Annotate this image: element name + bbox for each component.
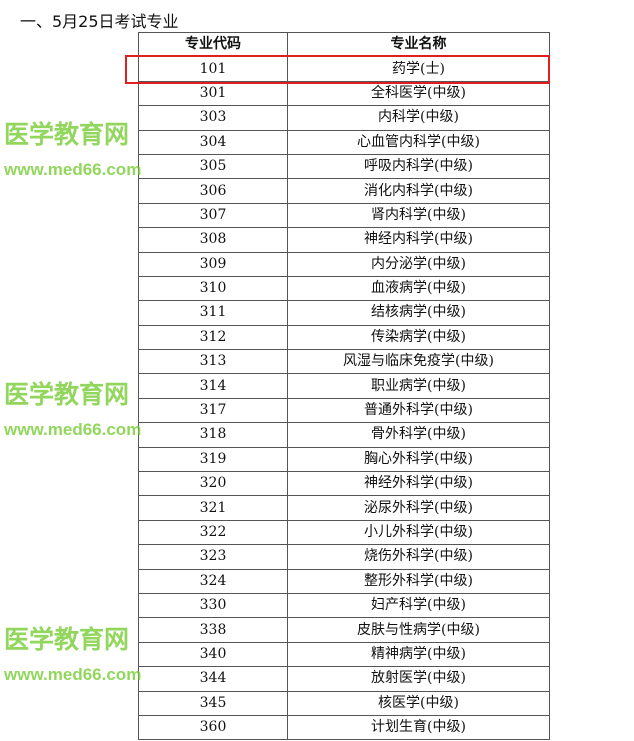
table-row: 320 神经外科学(中级) xyxy=(138,471,550,497)
specialty-name: 药学(士) xyxy=(287,56,550,82)
watermark-text: 医学教育网 xyxy=(4,626,130,654)
specialty-name: 血液病学(中级) xyxy=(287,275,550,302)
specialty-name: 皮肤与性病学(中级) xyxy=(287,617,550,643)
table-row: 318 骨外科学(中级) xyxy=(138,422,550,448)
specialty-code: 306 xyxy=(138,178,288,204)
specialty-code: 340 xyxy=(138,641,288,668)
table-row: 304 心血管内科学(中级) xyxy=(138,129,550,155)
specialty-code: 317 xyxy=(138,397,288,424)
table-row: 313 风湿与临床免疫学(中级) xyxy=(138,349,550,375)
watermark-text: 医学教育网 xyxy=(4,381,130,409)
table-row: 321 泌尿外科学(中级) xyxy=(138,495,550,521)
table-row: 312 传染病学(中级) xyxy=(138,324,550,351)
table-row: 360 计划生育(中级) xyxy=(138,714,550,741)
specialty-code: 345 xyxy=(138,690,288,716)
specialty-code: 330 xyxy=(138,592,288,619)
specialty-code: 311 xyxy=(138,300,288,326)
highlight-box xyxy=(125,55,550,84)
specialty-name: 计划生育(中级) xyxy=(287,714,550,741)
table-row: 338 皮肤与性病学(中级) xyxy=(138,617,550,643)
specialty-code: 320 xyxy=(138,471,288,497)
table-row: 101 药学(士) xyxy=(138,56,550,82)
table-row: 305 呼吸内科学(中级) xyxy=(138,153,550,180)
specialty-name: 心血管内科学(中级) xyxy=(287,129,550,155)
table-row: 317 普通外科学(中级) xyxy=(138,397,550,424)
specialty-code: 338 xyxy=(138,617,288,643)
table-row: 319 胸心外科学(中级) xyxy=(138,446,550,473)
specialty-code: 308 xyxy=(138,227,288,253)
specialty-name: 全科医学(中级) xyxy=(287,80,550,107)
specialty-code: 305 xyxy=(138,153,288,180)
specialty-name: 胸心外科学(中级) xyxy=(287,446,550,473)
specialty-code: 360 xyxy=(138,714,288,741)
watermark-url: www.med66.com xyxy=(4,160,142,179)
specialty-name: 呼吸内科学(中级) xyxy=(287,153,550,180)
specialty-code: 309 xyxy=(138,251,288,277)
specialty-name: 结核病学(中级) xyxy=(287,300,550,326)
section-heading: 一、5月25日考试专业 xyxy=(20,12,179,31)
specialty-code: 313 xyxy=(138,349,288,375)
header-code: 专业代码 xyxy=(138,31,288,58)
specialty-name: 消化内科学(中级) xyxy=(287,178,550,204)
table-row: 309 内分泌学(中级) xyxy=(138,251,550,277)
specialty-name: 整形外科学(中级) xyxy=(287,568,550,594)
specialty-name: 风湿与临床免疫学(中级) xyxy=(287,349,550,375)
table-row: 311 结核病学(中级) xyxy=(138,300,550,326)
specialty-name: 普通外科学(中级) xyxy=(287,397,550,424)
table-row: 303 内科学(中级) xyxy=(138,105,550,131)
specialty-code: 101 xyxy=(138,56,288,82)
watermark-text: 医学教育网 xyxy=(4,121,130,149)
specialty-code: 319 xyxy=(138,446,288,473)
specialty-table: 专业代码 专业名称 101 药学(士) 301 全科医学(中级) 303 内科学(中级) 3… xyxy=(138,31,550,741)
table-row: 310 血液病学(中级) xyxy=(138,275,550,302)
specialty-code: 301 xyxy=(138,80,288,107)
specialty-name: 妇产科学(中级) xyxy=(287,592,550,619)
specialty-code: 323 xyxy=(138,544,288,570)
table-row: 345 核医学(中级) xyxy=(138,690,550,716)
specialty-code: 303 xyxy=(138,105,288,131)
specialty-code: 307 xyxy=(138,202,288,229)
specialty-name: 核医学(中级) xyxy=(287,690,550,716)
table-row: 301 全科医学(中级) xyxy=(138,80,550,107)
specialty-code: 314 xyxy=(138,373,288,399)
specialty-name: 泌尿外科学(中级) xyxy=(287,495,550,521)
specialty-code: 304 xyxy=(138,129,288,155)
watermark-url: www.med66.com xyxy=(4,665,142,684)
table-row: 330 妇产科学(中级) xyxy=(138,592,550,619)
specialty-name: 烧伤外科学(中级) xyxy=(287,544,550,570)
specialty-code: 322 xyxy=(138,519,288,546)
specialty-code: 318 xyxy=(138,422,288,448)
specialty-code: 310 xyxy=(138,275,288,302)
table-row: 340 精神病学(中级) xyxy=(138,641,550,668)
table-row: 322 小儿外科学(中级) xyxy=(138,519,550,546)
specialty-code: 324 xyxy=(138,568,288,594)
table-row: 308 神经内科学(中级) xyxy=(138,227,550,253)
specialty-name: 肾内科学(中级) xyxy=(287,202,550,229)
table-row: 307 肾内科学(中级) xyxy=(138,202,550,229)
table-row: 324 整形外科学(中级) xyxy=(138,568,550,594)
table-row: 323 烧伤外科学(中级) xyxy=(138,544,550,570)
watermark-url: www.med66.com xyxy=(4,420,142,439)
specialty-name: 职业病学(中级) xyxy=(287,373,550,399)
table-row: 314 职业病学(中级) xyxy=(138,373,550,399)
specialty-code: 344 xyxy=(138,666,288,692)
specialty-name: 神经内科学(中级) xyxy=(287,227,550,253)
specialty-name: 传染病学(中级) xyxy=(287,324,550,351)
table-row: 344 放射医学(中级) xyxy=(138,666,550,692)
table-header-row: 专业代码 专业名称 xyxy=(138,31,550,58)
specialty-name: 内分泌学(中级) xyxy=(287,251,550,277)
specialty-name: 精神病学(中级) xyxy=(287,641,550,668)
specialty-code: 312 xyxy=(138,324,288,351)
table-row: 306 消化内科学(中级) xyxy=(138,178,550,204)
specialty-code: 321 xyxy=(138,495,288,521)
specialty-name: 放射医学(中级) xyxy=(287,666,550,692)
header-name: 专业名称 xyxy=(287,31,550,58)
specialty-name: 小儿外科学(中级) xyxy=(287,519,550,546)
specialty-name: 神经外科学(中级) xyxy=(287,471,550,497)
specialty-name: 骨外科学(中级) xyxy=(287,422,550,448)
specialty-name: 内科学(中级) xyxy=(287,105,550,131)
